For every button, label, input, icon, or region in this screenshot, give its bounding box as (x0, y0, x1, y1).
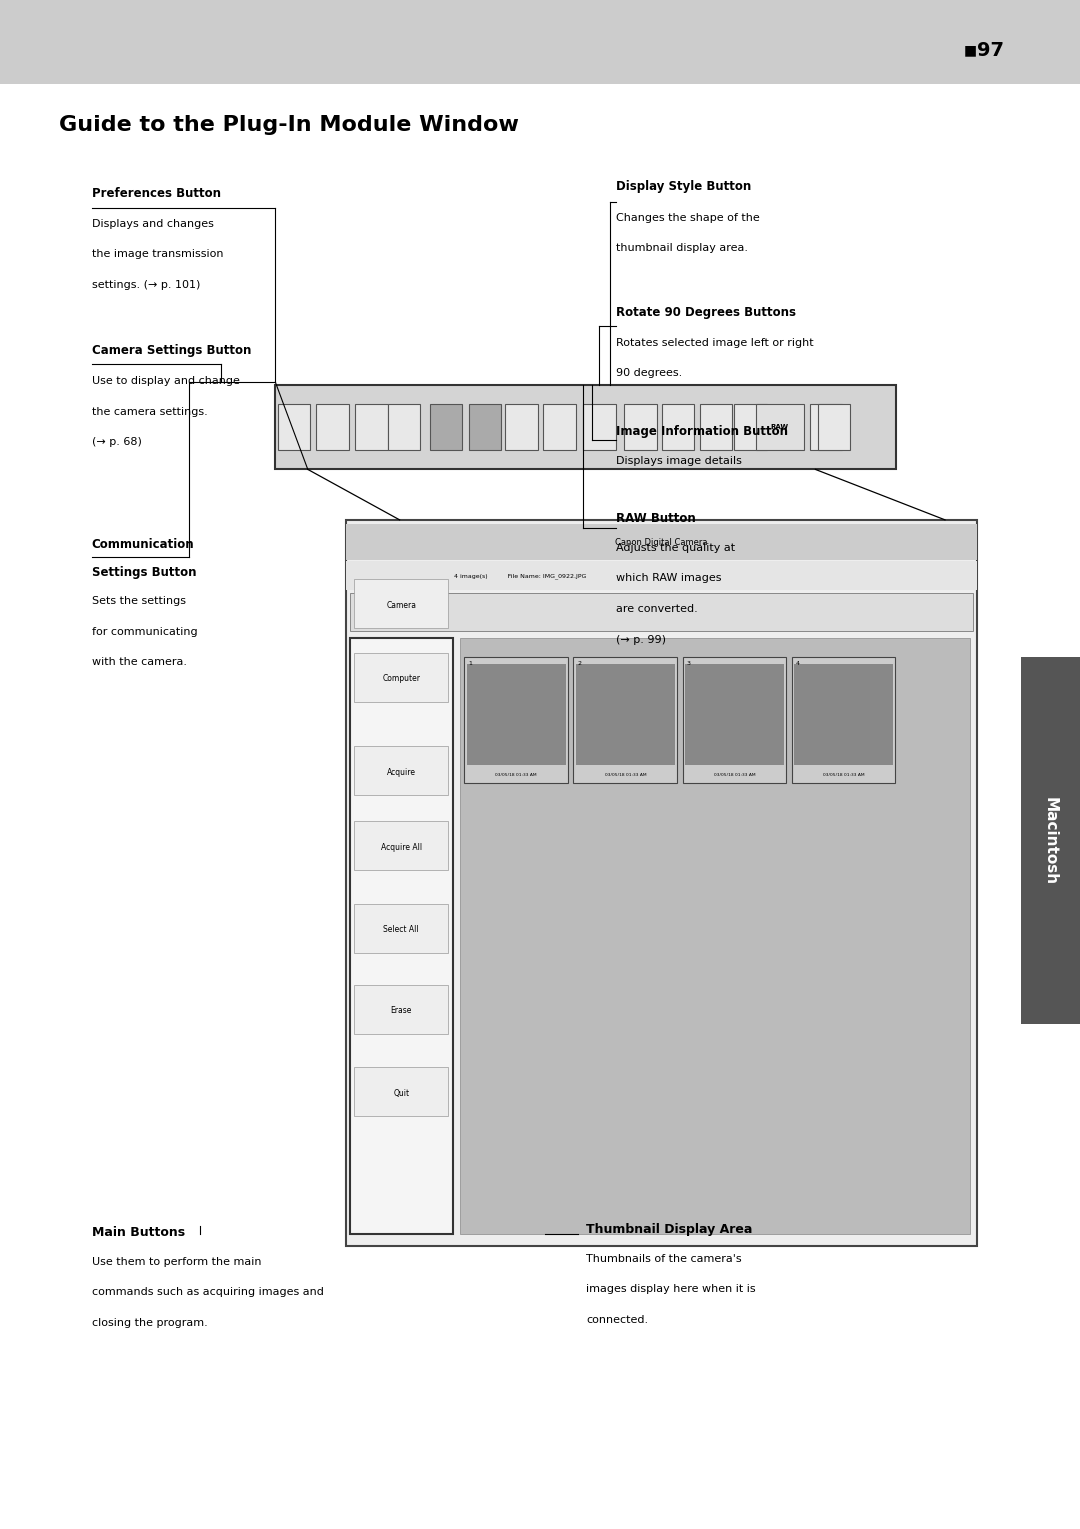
Text: Macintosh: Macintosh (1043, 797, 1057, 885)
Text: 03/05/18 01:33 AM: 03/05/18 01:33 AM (605, 774, 646, 777)
Bar (355, 404, 388, 450)
Bar (346, 524, 977, 560)
Text: 03/05/18 01:33 AM: 03/05/18 01:33 AM (714, 774, 755, 777)
Bar (734, 404, 767, 450)
Text: settings. (→ p. 101): settings. (→ p. 101) (92, 280, 200, 291)
Text: Acquire All: Acquire All (380, 842, 422, 852)
Text: Erase: Erase (391, 1006, 411, 1015)
Bar (1021, 657, 1080, 1024)
Text: 1: 1 (469, 661, 473, 665)
Text: the image transmission: the image transmission (92, 249, 224, 260)
Text: 3: 3 (687, 661, 691, 665)
Text: closing the program.: closing the program. (92, 1318, 207, 1329)
Bar (756, 404, 804, 450)
Text: Camera Settings Button: Camera Settings Button (92, 344, 252, 358)
Text: (→ p. 99): (→ p. 99) (616, 635, 665, 645)
Bar (467, 664, 566, 764)
Text: Display Style Button: Display Style Button (616, 180, 751, 194)
Text: Main Buttons: Main Buttons (92, 1226, 185, 1240)
Bar (700, 404, 732, 450)
Bar (505, 404, 538, 450)
Bar (354, 904, 448, 953)
Bar (275, 385, 896, 469)
Bar (354, 653, 448, 702)
Text: 2: 2 (578, 661, 582, 665)
Text: Rotates selected image left or right: Rotates selected image left or right (616, 338, 813, 349)
Bar (818, 404, 850, 450)
Bar (354, 985, 448, 1034)
Text: Computer: Computer (382, 674, 420, 683)
Text: Thumbnails of the camera's: Thumbnails of the camera's (586, 1254, 742, 1264)
Text: RAW: RAW (771, 425, 788, 430)
Text: 97: 97 (977, 41, 1004, 60)
Text: Adjusts the quality at: Adjusts the quality at (616, 543, 734, 553)
Text: Preferences Button: Preferences Button (92, 187, 220, 200)
Text: (→ p. 68): (→ p. 68) (92, 437, 141, 448)
Bar (354, 579, 448, 628)
Text: Sets the settings: Sets the settings (92, 596, 186, 607)
Text: Canon Digital Camera: Canon Digital Camera (616, 538, 707, 546)
Bar (464, 657, 568, 783)
Text: the camera settings.: the camera settings. (92, 407, 207, 417)
Bar (350, 638, 453, 1234)
Text: images display here when it is: images display here when it is (586, 1284, 756, 1295)
Text: for communicating: for communicating (92, 627, 198, 638)
Bar (346, 520, 977, 1246)
Text: Displays image details: Displays image details (616, 456, 742, 466)
Bar (278, 404, 310, 450)
Text: Use them to perform the main: Use them to perform the main (92, 1257, 261, 1268)
Text: Select All: Select All (383, 925, 419, 934)
Bar (354, 821, 448, 870)
Text: Communication: Communication (92, 538, 194, 552)
Bar (346, 561, 977, 590)
Text: with the camera.: with the camera. (92, 657, 187, 668)
Bar (354, 746, 448, 795)
Bar (469, 404, 501, 450)
Text: Guide to the Plug-In Module Window: Guide to the Plug-In Module Window (59, 115, 519, 135)
Text: Rotate 90 Degrees Buttons: Rotate 90 Degrees Buttons (616, 306, 796, 320)
Text: Settings Button: Settings Button (92, 566, 197, 579)
Text: ■: ■ (963, 43, 976, 58)
Text: 90 degrees.: 90 degrees. (616, 368, 681, 379)
Text: 03/05/18 01:33 AM: 03/05/18 01:33 AM (496, 774, 537, 777)
Text: RAW Button: RAW Button (616, 512, 696, 526)
Text: Acquire: Acquire (387, 768, 416, 777)
Bar (583, 404, 616, 450)
Bar (354, 1067, 448, 1116)
Bar (794, 664, 893, 764)
Text: commands such as acquiring images and: commands such as acquiring images and (92, 1287, 324, 1298)
Bar (683, 657, 786, 783)
Bar (460, 638, 970, 1234)
Bar (430, 404, 462, 450)
Bar (810, 404, 842, 450)
Text: thumbnail display area.: thumbnail display area. (616, 243, 747, 254)
Text: Camera: Camera (387, 601, 416, 610)
Bar (662, 404, 694, 450)
Bar (576, 664, 675, 764)
Bar (543, 404, 576, 450)
Text: Image Information Button: Image Information Button (616, 425, 787, 439)
Text: Quit: Quit (393, 1089, 409, 1098)
Bar (316, 404, 349, 450)
Bar (624, 404, 657, 450)
Text: which RAW images: which RAW images (616, 573, 721, 584)
Text: connected.: connected. (586, 1315, 649, 1326)
Text: 03/05/18 01:33 AM: 03/05/18 01:33 AM (823, 774, 864, 777)
Bar (573, 657, 677, 783)
Text: Thumbnail Display Area: Thumbnail Display Area (586, 1223, 753, 1237)
Text: Displays and changes: Displays and changes (92, 219, 214, 229)
Text: are converted.: are converted. (616, 604, 698, 615)
Bar (685, 664, 784, 764)
Text: 4 image(s)          File Name: IMG_0922.JPG: 4 image(s) File Name: IMG_0922.JPG (454, 573, 586, 579)
Text: Changes the shape of the: Changes the shape of the (616, 213, 759, 223)
Bar (350, 593, 973, 631)
Text: 4: 4 (796, 661, 800, 665)
Bar (792, 657, 895, 783)
Bar (0, 0, 1080, 84)
Text: Use to display and change: Use to display and change (92, 376, 240, 387)
Bar (388, 404, 420, 450)
